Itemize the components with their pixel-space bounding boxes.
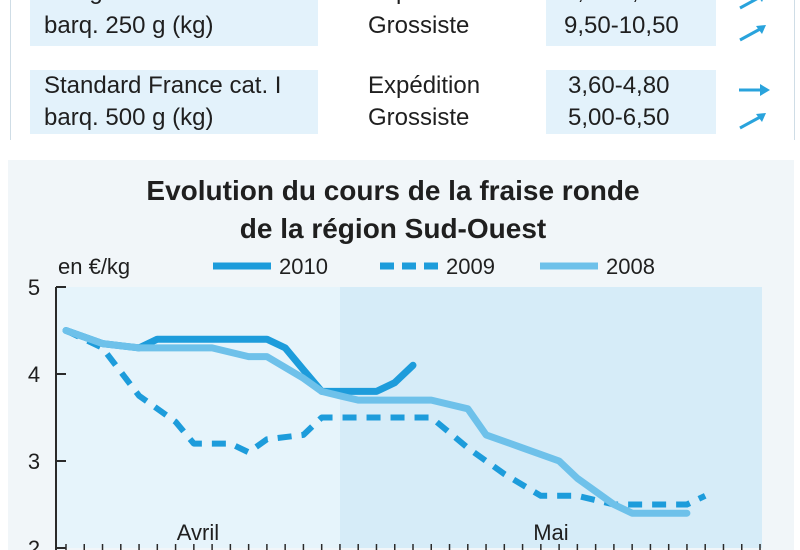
stage-label: Expédition (368, 0, 480, 8)
price-cell (546, 70, 716, 134)
y-tick-label: 5 (28, 275, 40, 300)
stage-label: Grossiste (368, 104, 470, 131)
chart-title-line-2: de la région Sud-Ouest (240, 213, 546, 244)
chart-legend: 2010 2009 2008 (213, 254, 655, 279)
product-name: Standard France cat. I (44, 72, 282, 99)
trend-flat-arrow-icon (739, 84, 770, 96)
price-range: 5,00-6,50 (568, 104, 670, 131)
product-name: Gariguette Fr. cat. I (44, 0, 249, 8)
period-band (56, 287, 340, 548)
product-cell (30, 0, 318, 46)
period-label: Avril (177, 520, 219, 545)
price-range: 9,50-10,50 (564, 12, 679, 39)
stage-label: Expédition (368, 72, 481, 99)
product-packaging: barq. 500 g (kg) (44, 104, 214, 131)
price-evolution-chart: Evolution du cours de la fraise ronde de… (28, 175, 762, 550)
product-packaging: barq. 250 g (kg) (44, 12, 214, 39)
legend-label: 2008 (606, 254, 655, 279)
price-range: 3,60-4,80 (568, 72, 670, 99)
period-label: Mai (533, 520, 568, 545)
table-row: Standard France cat. I barq. 500 g (kg) … (0, 70, 800, 134)
chart-panel: Evolution du cours de la fraise ronde de… (8, 160, 794, 550)
legend-label: 2009 (446, 254, 495, 279)
plot-area: Avril Mai 2 3 4 5 (28, 275, 762, 550)
stage-label: Grossiste (368, 12, 470, 39)
table-right-rule (794, 0, 795, 140)
table-left-rule (10, 0, 11, 140)
legend-label: 2010 (279, 254, 328, 279)
y-axis-unit-label: en €/kg (58, 254, 130, 279)
series-line-2009 (64, 327, 707, 508)
trend-up-arrow-icon (739, 25, 766, 42)
price-table: Gariguette Fr. cat. I barq. 250 g (kg) E… (0, 0, 800, 140)
table-row: Gariguette Fr. cat. I barq. 250 g (kg) E… (0, 0, 800, 46)
y-tick-label: 3 (28, 449, 40, 474)
chart-title-line-1: Evolution du cours de la fraise ronde (146, 175, 639, 206)
y-tick-label: 4 (28, 362, 40, 387)
price-cell (546, 0, 716, 46)
product-cell (30, 70, 318, 134)
y-tick-label: 2 (28, 536, 40, 550)
series-line-2008 (62, 327, 691, 517)
trend-up-arrow-icon (739, 0, 763, 10)
price-range: 8,80-9,95 (564, 0, 665, 8)
trend-up-arrow-icon (739, 113, 766, 130)
period-band (339, 287, 762, 548)
